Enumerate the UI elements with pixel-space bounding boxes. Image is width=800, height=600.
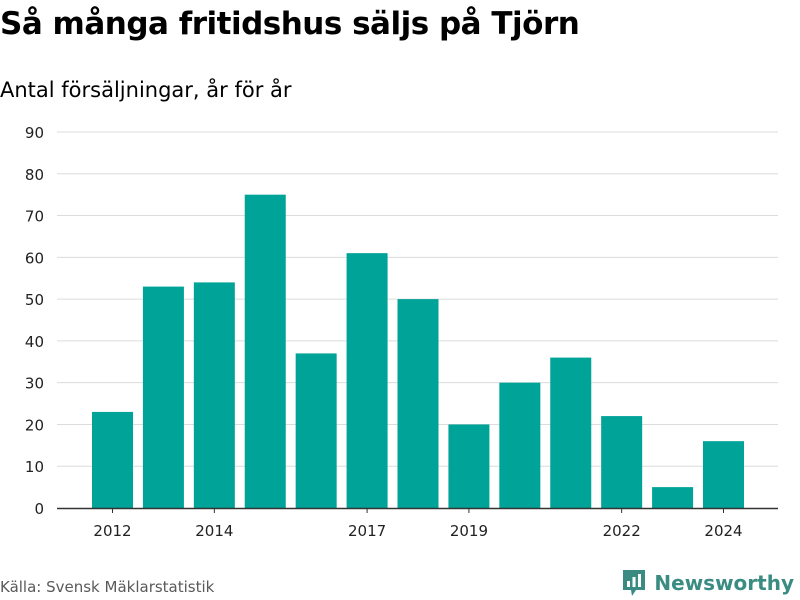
y-tick-label: 30 [25,375,44,393]
bar-2016 [295,353,337,508]
y-tick-label: 0 [34,500,44,518]
y-tick-label: 60 [25,249,44,267]
y-tick-label: 10 [25,458,44,476]
bar-chart: 0 10 20 30 40 50 60 70 80 90 2012 2014 2017 2019 2022… [25,124,778,540]
x-tick-label: 2017 [348,522,386,540]
bar-2023 [652,487,694,508]
y-tick-label: 50 [25,291,44,309]
chart-subtitle: Antal försäljningar, år för år [0,78,292,102]
y-tick-label: 80 [25,166,44,184]
bar-2012 [92,411,133,508]
y-tick-label: 70 [25,208,44,226]
chart-title: Så många fritidshus säljs på Tjörn [0,6,580,42]
x-tick-label: 2019 [450,522,488,540]
x-axis-ticks: 2012 2014 2017 2019 2022 2024 [93,508,743,540]
newsworthy-logo: Newsworthy [621,568,794,598]
bar-2015 [244,194,286,508]
bar-2018 [397,299,439,508]
x-tick-label: 2014 [195,522,233,540]
x-tick-label: 2022 [603,522,641,540]
bar-2017 [346,253,388,508]
bar-2024 [703,441,744,508]
bar-2021 [550,357,592,508]
x-tick-label: 2012 [93,522,131,540]
newsworthy-logo-icon [623,570,646,596]
x-tick-label: 2024 [704,522,742,540]
brand-name: Newsworthy [654,571,794,595]
y-tick-label: 40 [25,333,44,351]
bar-2022 [601,416,643,508]
bar-2014 [193,282,235,508]
y-tick-label: 90 [25,124,44,142]
bars [92,194,744,508]
bar-2020 [499,382,541,508]
bar-2013 [142,286,184,508]
source-note: Källa: Svensk Mäklarstatistik [0,578,215,596]
y-axis-ticks: 0 10 20 30 40 50 60 70 80 90 [25,124,44,518]
y-tick-label: 20 [25,416,44,434]
bar-2019 [448,424,490,508]
